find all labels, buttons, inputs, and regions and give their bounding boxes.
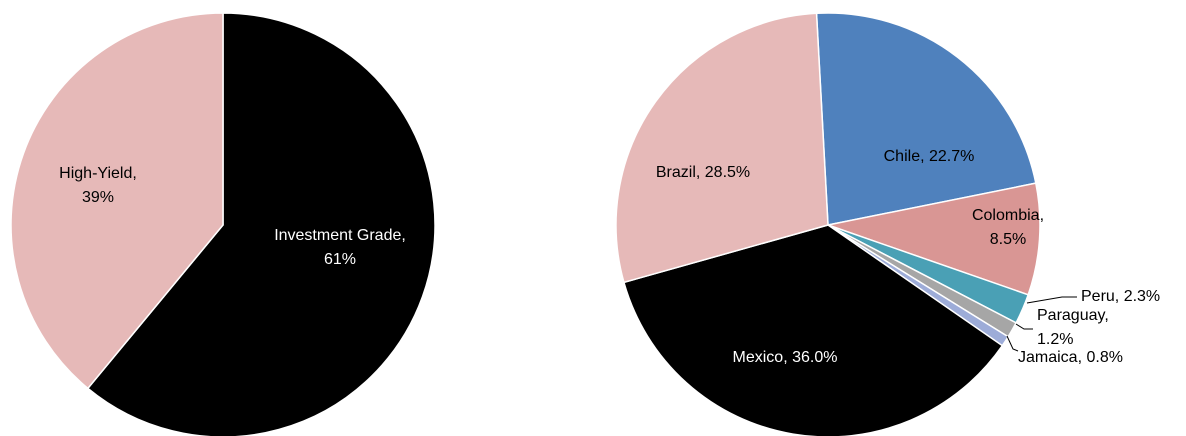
category-label: Chile <box>884 148 921 165</box>
value-label: 61% <box>324 251 356 268</box>
separator: , <box>1104 307 1108 324</box>
category-label: Paraguay <box>1037 307 1105 324</box>
value-label: 8.5% <box>990 231 1026 248</box>
data-label: Jamaica, 0.8% <box>1018 349 1123 366</box>
value-label: 2.3% <box>1124 288 1160 305</box>
pie-slice <box>622 224 1004 436</box>
pie-slice <box>825 182 1041 296</box>
separator: , <box>401 227 405 244</box>
separator: , <box>1040 207 1044 224</box>
leader-line <box>1015 323 1033 330</box>
value-label: 1.2% <box>1037 331 1073 348</box>
value-label: 22.7% <box>929 148 974 165</box>
category-label: Brazil <box>656 164 696 181</box>
leader-line <box>1006 335 1019 352</box>
category-label: Jamaica <box>1018 349 1078 366</box>
separator: , <box>1078 349 1087 366</box>
value-label: 28.5% <box>705 164 750 181</box>
data-label: Brazil, 28.5% <box>656 164 750 181</box>
data-label: Chile, 22.7% <box>884 148 975 165</box>
data-label: Mexico, 36.0% <box>733 349 838 366</box>
data-label: Colombia, 8.5% <box>972 207 1044 248</box>
separator: , <box>696 164 705 181</box>
category-label: Investment Grade <box>274 227 401 244</box>
data-label: Paraguay, 1.2% <box>1037 307 1109 348</box>
data-label: Investment Grade, 61% <box>274 227 406 268</box>
leader-line <box>1026 296 1077 304</box>
category-label: Colombia <box>972 207 1040 224</box>
pie-slice <box>86 12 436 436</box>
data-label: Peru, 2.3% <box>1081 288 1160 305</box>
category-label: Peru <box>1081 288 1115 305</box>
data-label: High-Yield, 39% <box>59 165 137 206</box>
value-label: 36.0% <box>792 349 837 366</box>
pie-slice <box>815 12 1037 226</box>
separator: , <box>1115 288 1124 305</box>
category-label: High-Yield <box>59 165 132 182</box>
category-label: Mexico <box>733 349 784 366</box>
value-label: 39% <box>82 189 114 206</box>
pie-slice <box>615 12 829 284</box>
value-label: 0.8% <box>1086 349 1122 366</box>
separator: , <box>783 349 792 366</box>
pie-slice <box>10 12 224 390</box>
separator: , <box>920 148 929 165</box>
separator: , <box>132 165 136 182</box>
